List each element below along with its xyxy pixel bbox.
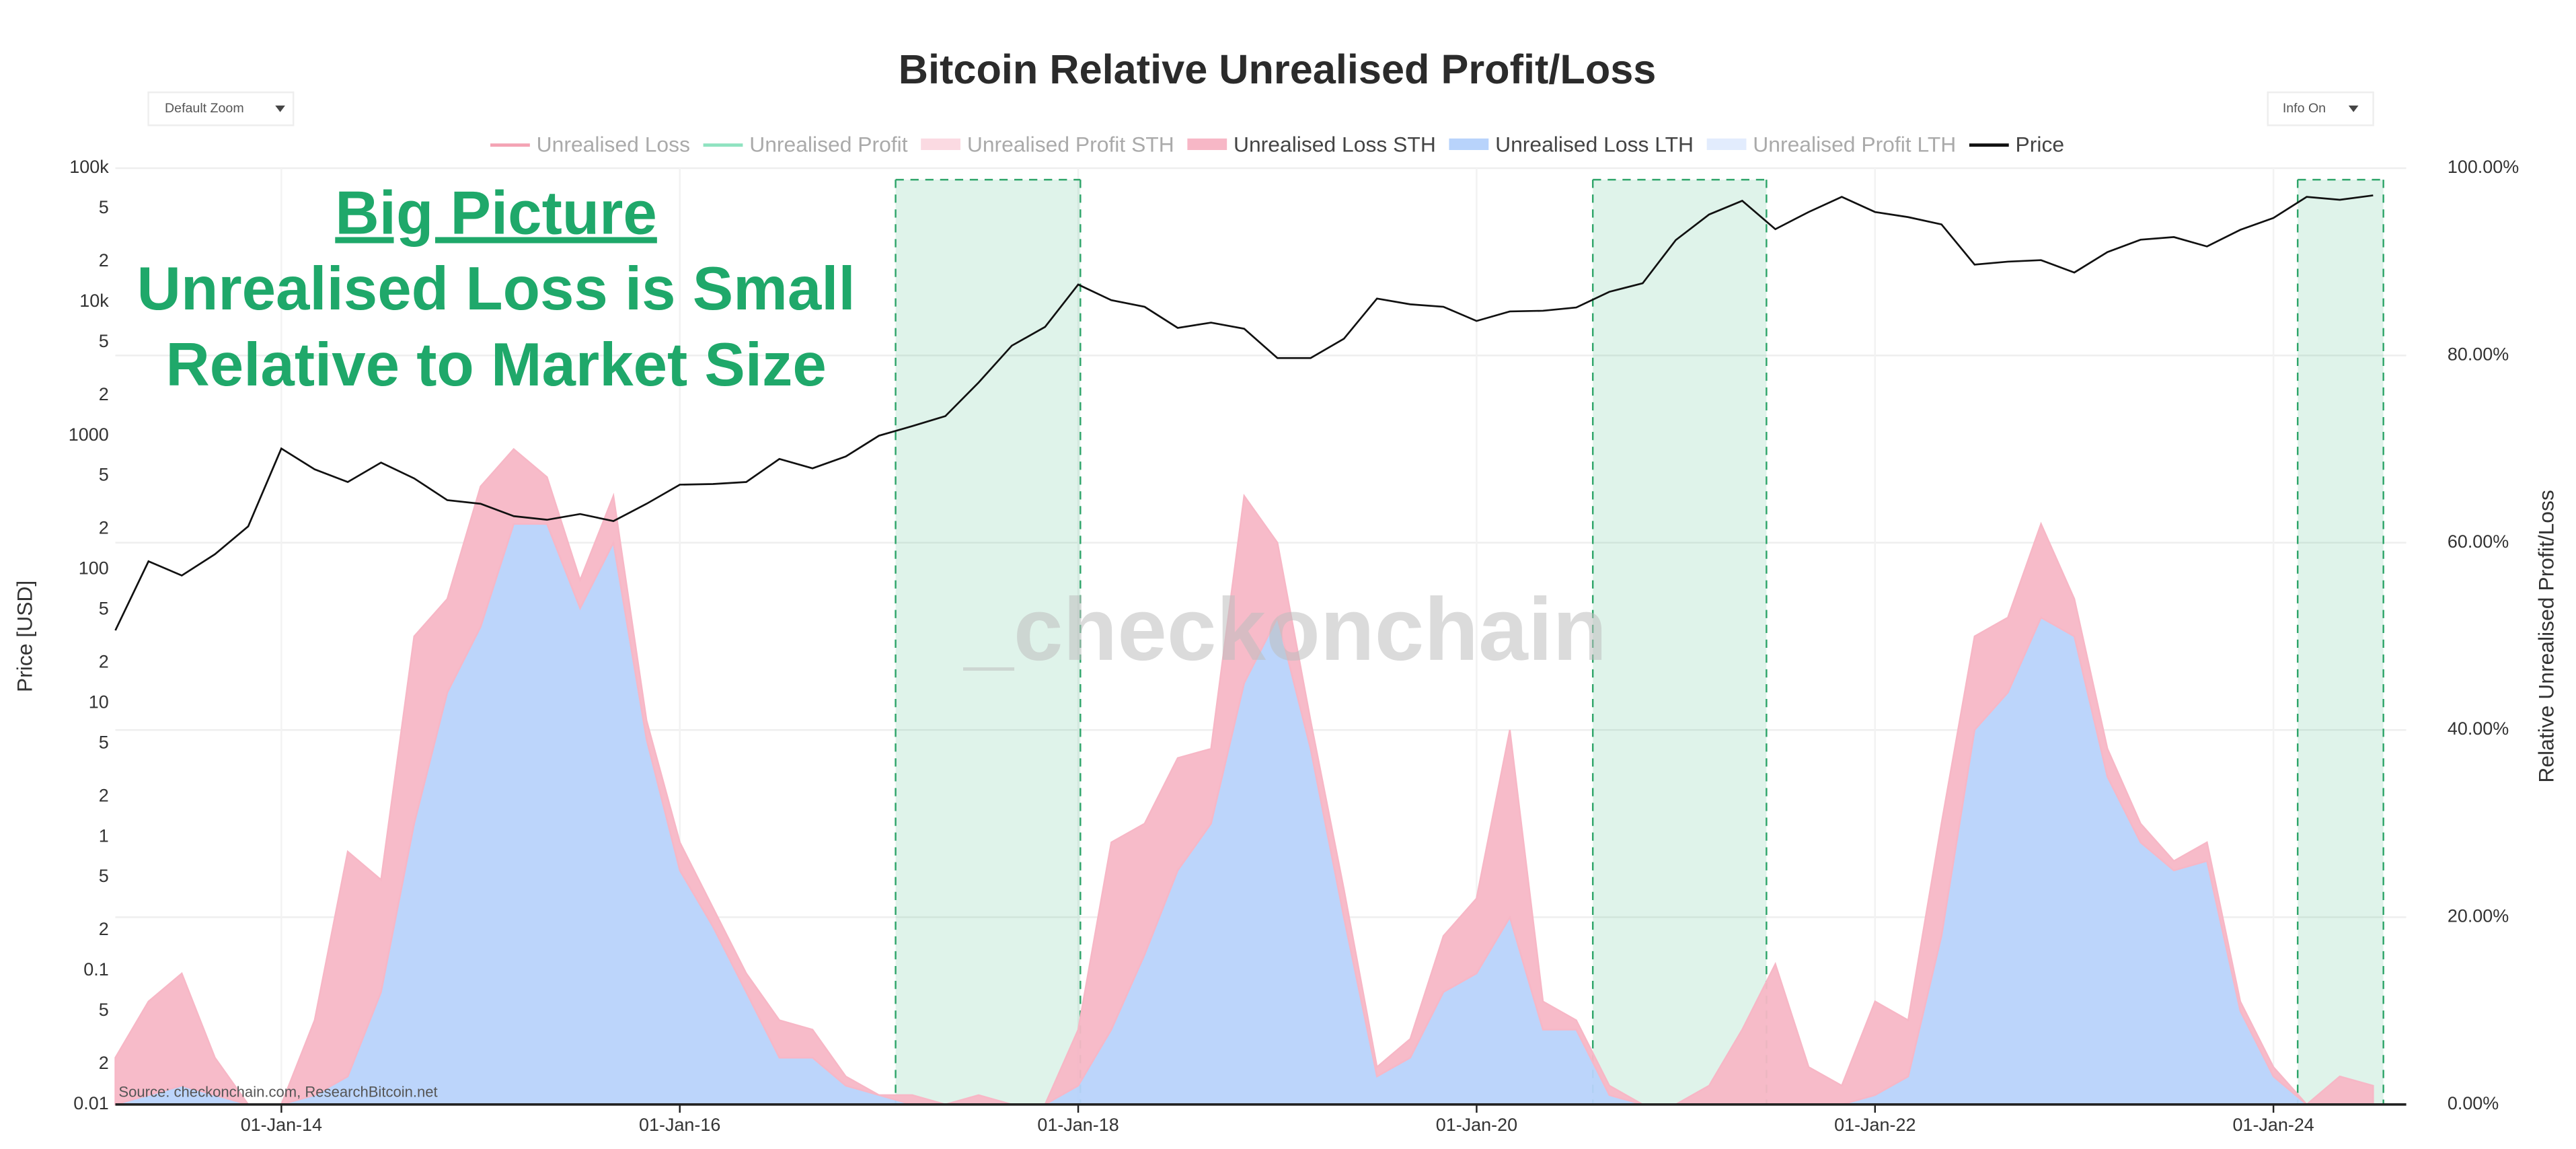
chart-title: Bitcoin Relative Unrealised Profit/Loss <box>899 46 1657 92</box>
legend-label: Unrealised Profit <box>749 132 908 156</box>
y-tick-label: 100 <box>79 558 109 579</box>
y2-tick-label: 100.00% <box>2448 157 2519 177</box>
legend-swatch <box>1449 138 1489 151</box>
legend-item[interactable]: Unrealised Loss STH <box>1187 132 1436 156</box>
plot-layer <box>114 167 2407 1106</box>
y-tick-label: 5 <box>99 465 109 485</box>
y-tick-label: 5 <box>99 598 109 618</box>
y-tick-label: 2 <box>99 518 109 538</box>
legend-label: Unrealised Profit LTH <box>1753 132 1956 156</box>
y2-tick-label: 0.00% <box>2448 1093 2499 1113</box>
shaded-period <box>895 180 1081 1105</box>
dropdown-label[interactable]: Default Zoom <box>165 101 244 116</box>
y-tick-label: 2 <box>99 1053 109 1073</box>
y2-tick-label: 20.00% <box>2448 906 2509 926</box>
legend-item[interactable]: Unrealised Loss <box>490 132 690 156</box>
dropdown-label[interactable]: Info On <box>2283 101 2326 116</box>
legend: Unrealised Loss Unrealised Profit Unrealis… <box>490 132 2064 156</box>
x-tick-label: 01-Jan-16 <box>639 1115 720 1135</box>
legend-label: Unrealised Loss STH <box>1234 132 1436 156</box>
price-line <box>114 194 2374 631</box>
dropdown-arrow <box>275 105 285 112</box>
x-tick-label: 01-Jan-20 <box>1436 1115 1517 1135</box>
y-tick-label: 5 <box>99 866 109 886</box>
shaded-period <box>1593 180 1767 1105</box>
legend-label: Unrealised Profit STH <box>967 132 1174 156</box>
y-axis-title: Price [USD] <box>13 581 37 692</box>
legend-item[interactable]: Unrealised Profit <box>703 132 908 156</box>
y-tick-label: 0.01 <box>73 1093 108 1113</box>
y-tick-label: 2 <box>99 384 109 404</box>
y-tick-label: 10 <box>89 692 109 712</box>
watermark: _checkonchain <box>962 580 1607 679</box>
x-tick-label: 01-Jan-18 <box>1037 1115 1119 1135</box>
legend-label: Unrealised Loss <box>537 132 690 156</box>
y-tick-label: 2 <box>99 652 109 672</box>
x-tick-label: 01-Jan-24 <box>2232 1115 2314 1135</box>
legend-swatch <box>921 138 961 151</box>
legend-swatch <box>1187 138 1227 151</box>
y-tick-label: 1 <box>99 825 109 846</box>
legend-item[interactable]: Unrealised Profit STH <box>921 132 1174 156</box>
source-note: Source: checkonchain.com, ResearchBitcoi… <box>118 1083 437 1100</box>
dropdown-arrow <box>2348 105 2359 112</box>
dropdown-box[interactable] <box>147 91 295 126</box>
legend-label: Unrealised Loss LTH <box>1495 132 1694 156</box>
legend-item[interactable]: Unrealised Loss LTH <box>1449 132 1694 156</box>
annotation: Big Picture <box>335 179 657 247</box>
y2-tick-label: 60.00% <box>2448 531 2509 552</box>
legend-item[interactable]: Unrealised Profit LTH <box>1706 132 1957 156</box>
y-tick-label: 10k <box>79 291 109 311</box>
zoom-dropdown[interactable]: Default Zoom <box>147 91 295 126</box>
annotation: Unrealised Loss is Small <box>137 255 855 323</box>
y-tick-label: 2 <box>99 250 109 270</box>
legend-item[interactable]: Price <box>1969 132 2064 156</box>
annotation: Relative to Market Size <box>165 331 826 399</box>
y-tick-label: 2 <box>99 919 109 939</box>
y2-axis-title: Relative Unrealised Profit/Loss <box>2534 490 2559 782</box>
legend-label: Price <box>2016 132 2065 156</box>
shaded-period <box>2298 180 2384 1105</box>
info-dropdown[interactable]: Info On <box>2267 91 2374 126</box>
x-tick-label: 01-Jan-14 <box>241 1115 322 1135</box>
y-tick-label: 1000 <box>69 424 109 445</box>
y2-tick-label: 40.00% <box>2448 718 2509 739</box>
x-tick-label: 01-Jan-22 <box>1834 1115 1916 1135</box>
legend-swatch <box>1706 138 1747 151</box>
y-tick-label: 100k <box>69 157 109 177</box>
y-tick-label: 5 <box>99 1000 109 1020</box>
y-tick-label: 5 <box>99 732 109 752</box>
y-tick-label: 5 <box>99 331 109 351</box>
y2-tick-label: 80.00% <box>2448 344 2509 364</box>
y-tick-label: 2 <box>99 785 109 805</box>
y-tick-label: 0.1 <box>83 959 108 979</box>
y-tick-label: 5 <box>99 197 109 217</box>
